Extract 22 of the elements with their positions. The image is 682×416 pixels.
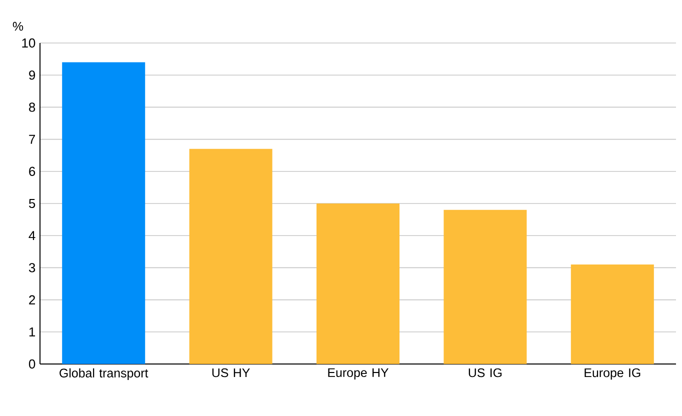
bar — [444, 210, 527, 364]
y-axis-title: % — [12, 22, 24, 31]
y-tick-label: 9 — [29, 70, 36, 80]
y-tick-label: 10 — [22, 38, 36, 48]
x-tick-label: US IG — [468, 368, 502, 378]
bar — [62, 62, 146, 364]
x-tick-label: Europe IG — [584, 368, 640, 380]
bar — [570, 264, 654, 364]
y-tick-label: 0 — [28, 359, 36, 369]
x-tick-label: Europe HY — [328, 368, 389, 380]
y-tick-label: 5 — [28, 198, 36, 208]
y-tick-label: 4 — [28, 231, 36, 240]
y-tick-label: 8 — [29, 102, 36, 112]
bar — [189, 148, 272, 364]
y-tick-label: 6 — [29, 166, 36, 176]
y-tick-label: 1 — [29, 327, 36, 336]
x-tick-label: Global transport — [60, 368, 148, 380]
y-tick-label: 7 — [29, 134, 35, 144]
bar — [316, 203, 400, 364]
y-tick-label: 3 — [28, 263, 36, 272]
x-tick-label: US HY — [212, 368, 250, 378]
y-tick-label: 2 — [29, 295, 35, 304]
